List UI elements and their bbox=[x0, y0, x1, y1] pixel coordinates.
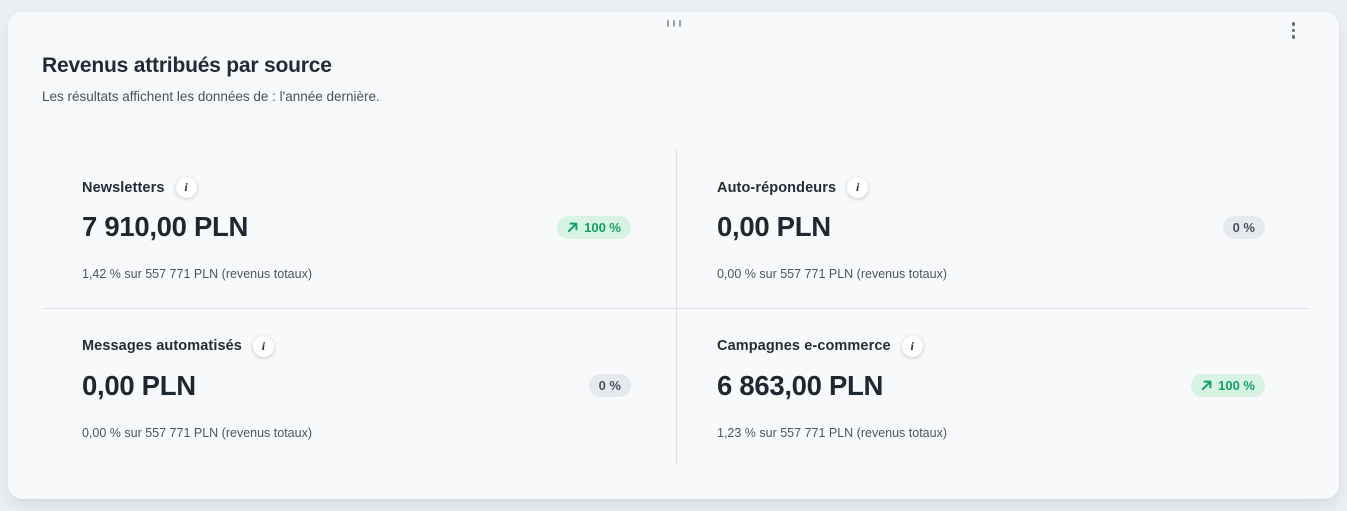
trend-badge-value: 100 % bbox=[584, 219, 621, 235]
metric-card-campagnes-ecommerce: Campagnes e-commerce i 6 863,00 PLN 100 … bbox=[676, 307, 1310, 465]
metric-value: 6 863,00 PLN bbox=[717, 369, 884, 401]
kebab-dot bbox=[1291, 22, 1295, 26]
metric-detail: 0,00 % sur 557 771 PLN (revenus totaux) bbox=[717, 267, 947, 281]
metric-value: 0,00 PLN bbox=[82, 369, 196, 401]
drag-handle-bar bbox=[672, 20, 675, 27]
widget-subtitle: Les résultats affichent les données de :… bbox=[42, 89, 380, 104]
metric-value-row: 0,00 PLN 0 % bbox=[82, 370, 631, 402]
info-icon[interactable]: i bbox=[847, 177, 869, 198]
metric-card-newsletters: Newsletters i 7 910,00 PLN 100 % 1,42 % … bbox=[42, 150, 676, 308]
drag-handle-bar bbox=[678, 20, 681, 27]
trend-badge-value: 0 % bbox=[1232, 219, 1255, 235]
metric-label: Campagnes e-commerce bbox=[717, 338, 891, 354]
widget-header: Revenus attribués par source Les résulta… bbox=[8, 12, 1339, 104]
trend-badge-value: 100 % bbox=[1218, 378, 1255, 393]
trend-badge: 0 % bbox=[588, 374, 631, 397]
info-icon[interactable]: i bbox=[252, 335, 274, 357]
metric-value: 0,00 PLN bbox=[717, 211, 831, 242]
trend-badge: 100 % bbox=[557, 215, 631, 239]
metrics-grid: Newsletters i 7 910,00 PLN 100 % 1,42 % … bbox=[42, 150, 1310, 465]
metric-value-row: 6 863,00 PLN 100 % bbox=[717, 370, 1265, 402]
metric-label: Auto-répondeurs bbox=[717, 179, 837, 196]
revenue-by-source-widget: Revenus attribués par source Les résulta… bbox=[8, 12, 1339, 499]
metric-label-row: Campagnes e-commerce i bbox=[717, 335, 1265, 357]
metric-card-auto-repondeurs: Auto-répondeurs i 0,00 PLN 0 % 0,00 % su… bbox=[676, 150, 1310, 308]
arrow-up-right-icon bbox=[567, 222, 578, 232]
metric-label: Messages automatisés bbox=[82, 338, 242, 354]
metric-card-messages-automatises: Messages automatisés i 0,00 PLN 0 % 0,00… bbox=[42, 307, 676, 466]
metric-label-row: Auto-répondeurs i bbox=[717, 177, 1265, 198]
trend-badge: 0 % bbox=[1222, 215, 1265, 239]
info-icon[interactable]: i bbox=[175, 177, 197, 198]
metric-value: 7 910,00 PLN bbox=[82, 211, 249, 242]
metric-label-row: Messages automatisés i bbox=[82, 335, 631, 357]
metric-value-row: 7 910,00 PLN 100 % bbox=[82, 211, 631, 243]
trend-badge: 100 % bbox=[1191, 374, 1265, 397]
metric-value-row: 0,00 PLN 0 % bbox=[717, 211, 1265, 243]
drag-handle-icon[interactable] bbox=[663, 18, 685, 29]
arrow-up-right-icon bbox=[1201, 380, 1212, 391]
drag-handle-bar bbox=[666, 20, 669, 27]
kebab-menu-icon[interactable] bbox=[1286, 17, 1302, 44]
trend-badge-value: 0 % bbox=[598, 378, 621, 393]
kebab-dot bbox=[1291, 35, 1295, 39]
metric-detail: 1,23 % sur 557 771 PLN (revenus totaux) bbox=[717, 425, 947, 440]
info-icon[interactable]: i bbox=[901, 335, 923, 357]
kebab-dot bbox=[1291, 28, 1295, 32]
metric-detail: 1,42 % sur 557 771 PLN (revenus totaux) bbox=[82, 267, 312, 281]
metric-detail: 0,00 % sur 557 771 PLN (revenus totaux) bbox=[82, 425, 312, 440]
metric-label-row: Newsletters i bbox=[82, 177, 631, 198]
metric-label: Newsletters bbox=[82, 179, 165, 196]
widget-title: Revenus attribués par source bbox=[42, 54, 332, 77]
